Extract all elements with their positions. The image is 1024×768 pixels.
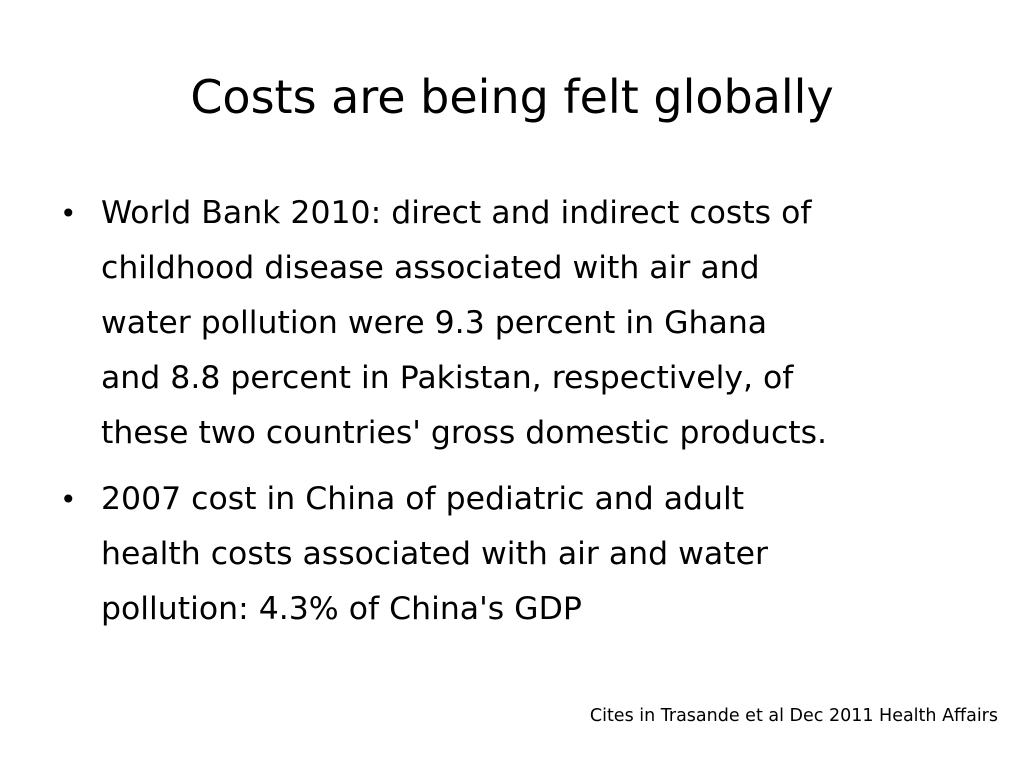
bullet-text-line: pollution: 4.3% of China's GDP [101, 591, 582, 627]
bullet-point-icon: • [60, 197, 77, 230]
slide-title: Costs are being felt globally [190, 70, 834, 124]
bullet-text-line: World Bank 2010: direct and indirect cos… [101, 195, 812, 231]
bullet-text-line: these two countries' gross domestic prod… [101, 415, 828, 451]
bullet-item: • World Bank 2010: direct and indirect c… [60, 186, 990, 461]
bullet-text-line: health costs associated with air and wat… [101, 536, 768, 572]
bullet-text-line: 2007 cost in China of pediatric and adul… [101, 481, 745, 517]
bullet-item: • 2007 cost in China of pediatric and ad… [60, 472, 990, 637]
bullet-point-icon: • [60, 483, 77, 516]
citation-footnote: Cites in Trasande et al Dec 2011 Health … [589, 706, 998, 726]
bullet-text-line: childhood disease associated with air an… [101, 250, 760, 286]
bullet-list: • World Bank 2010: direct and indirect c… [60, 186, 990, 648]
bullet-text-line: water pollution were 9.3 percent in Ghan… [101, 305, 768, 341]
bullet-text-line: and 8.8 percent in Pakistan, respectivel… [101, 360, 794, 396]
